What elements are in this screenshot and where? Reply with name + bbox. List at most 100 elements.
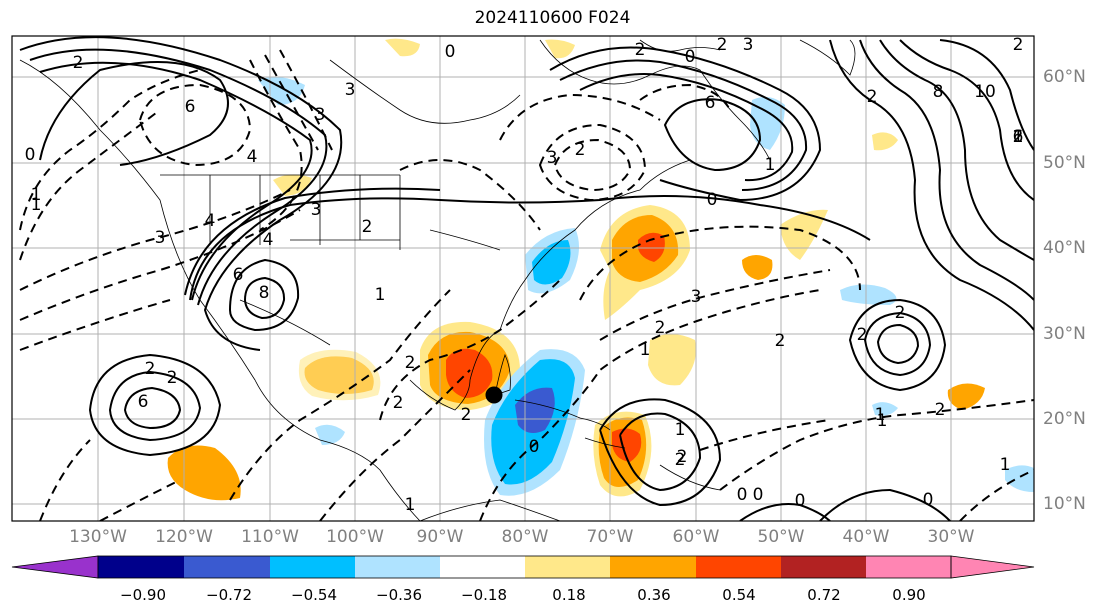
- colorbar-tick: 0.18: [552, 586, 586, 604]
- contour-label: 6: [185, 97, 196, 117]
- contour-label: 2: [145, 359, 156, 379]
- contour-label: 2: [857, 325, 868, 345]
- colorbar-bin: [525, 556, 610, 578]
- contour-label: 1: [375, 285, 386, 305]
- storm-center-marker: [485, 386, 503, 404]
- contours-positive: [19, 36, 1034, 521]
- colorbar-bin: [440, 556, 525, 578]
- lat-label: 40°N: [1043, 238, 1086, 258]
- contour-label: 2: [775, 331, 786, 351]
- colorbar-bin: [866, 556, 951, 578]
- contour-label: 2: [635, 40, 646, 60]
- lon-label: 110°W: [241, 527, 299, 547]
- lat-label: 20°N: [1043, 409, 1086, 429]
- contour-label: 2: [867, 87, 878, 107]
- contour-label: 3: [345, 80, 356, 100]
- lon-label: 90°W: [416, 527, 464, 547]
- contour-label: 0: [25, 145, 36, 165]
- contour-label: 0: [529, 437, 540, 457]
- contour-label: 4: [263, 230, 274, 250]
- colorbar-bin: [355, 556, 440, 578]
- graticule: [12, 36, 1034, 521]
- contours-negative: [19, 49, 1034, 521]
- contour-label: 1: [675, 420, 686, 440]
- colorbar-tick: −0.72: [206, 586, 252, 604]
- shaded-positive: [167, 38, 985, 501]
- colorbar-bin: [98, 556, 184, 578]
- contour-label: 1: [31, 195, 42, 215]
- contour-label: 1: [640, 340, 651, 360]
- coastlines: [19, 39, 856, 521]
- contour-label: 0: [707, 190, 718, 210]
- contour-label: 2: [935, 400, 946, 420]
- colorbar: [11, 555, 1035, 579]
- contour-label: 2: [575, 140, 586, 160]
- contour-label: 1: [1000, 455, 1011, 475]
- contour-label: 10: [974, 82, 996, 102]
- contour-label: 3: [311, 200, 322, 220]
- contour-label: 2: [677, 447, 688, 467]
- contour-label: 0: [753, 485, 764, 505]
- lon-label: 70°W: [586, 527, 634, 547]
- contour-label: 4: [247, 147, 258, 167]
- contour-label: 4: [205, 211, 216, 231]
- colorbar-min-arrow: [11, 555, 99, 579]
- contour-label: 1: [875, 405, 886, 425]
- colorbar-bin: [184, 556, 270, 578]
- lon-label: 120°W: [155, 527, 213, 547]
- contour-label: 2: [167, 368, 178, 388]
- map-frame: [11, 35, 1035, 522]
- contour-label: 2: [655, 318, 666, 338]
- contour-label: 0: [445, 42, 456, 62]
- contour-label: 6: [138, 392, 149, 412]
- lat-label: 30°N: [1043, 324, 1086, 344]
- colorbar-tick: −0.90: [120, 586, 166, 604]
- contour-label: 1: [877, 411, 888, 431]
- contour-label: 0: [737, 485, 748, 505]
- contour-label: 2: [895, 303, 906, 323]
- contour-label: 6: [1013, 127, 1024, 147]
- shaded-negative: [258, 76, 1034, 496]
- contour-label: 6: [233, 265, 244, 285]
- contour-label: 2: [73, 53, 84, 73]
- lon-label: 100°W: [326, 527, 384, 547]
- contour-label: 0: [685, 47, 696, 67]
- lon-label: 30°W: [927, 527, 975, 547]
- contour-label: 3: [315, 105, 326, 125]
- contour-label: 2: [717, 35, 728, 55]
- lon-label: 130°W: [69, 527, 127, 547]
- contour-label: 8: [259, 283, 270, 303]
- contour-label: 2: [675, 450, 686, 470]
- contour-label: 2: [393, 393, 404, 413]
- contour-label: 2: [1013, 127, 1024, 147]
- contour-label: 1: [405, 495, 416, 515]
- colorbar-tick: 0.54: [722, 586, 756, 604]
- colorbar-bin: [781, 556, 866, 578]
- contour-label: 3: [547, 148, 558, 168]
- contour-label: 2: [461, 405, 472, 425]
- contour-label: 0: [795, 491, 806, 511]
- contour-label: 2: [1013, 35, 1024, 55]
- contour-label: 3: [743, 35, 754, 55]
- colorbar-tick: −0.54: [291, 586, 337, 604]
- contour-label: 2: [362, 217, 373, 237]
- colorbar-tick: −0.18: [461, 586, 507, 604]
- colorbar-bin: [610, 556, 696, 578]
- lon-label: 50°W: [757, 527, 805, 547]
- contour-label: 6: [705, 93, 716, 113]
- colorbar-bin: [696, 556, 781, 578]
- colorbar-bin: [270, 556, 355, 578]
- contour-label: 1: [31, 185, 42, 205]
- contour-label: 3: [155, 228, 166, 248]
- lon-label: 60°W: [672, 527, 720, 547]
- colorbar-max-arrow: [950, 555, 1035, 579]
- contour-label: 2: [405, 353, 416, 373]
- contour-label: 1: [1013, 127, 1024, 147]
- lat-label: 50°N: [1043, 153, 1086, 173]
- contour-label: 8: [933, 82, 944, 102]
- lat-label: 60°N: [1043, 67, 1086, 87]
- colorbar-tick: 0.36: [637, 586, 671, 604]
- lon-label: 40°W: [842, 527, 890, 547]
